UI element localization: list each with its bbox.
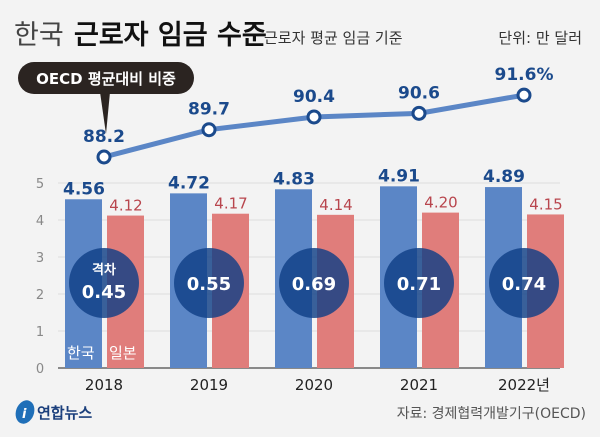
gap-circle xyxy=(174,248,244,318)
gap-value: 0.45 xyxy=(82,282,126,303)
x-tick-label: 2019 xyxy=(190,376,228,394)
bar-label-korea: 4.83 xyxy=(273,169,315,189)
bar-label-korea: 4.89 xyxy=(483,167,525,187)
bar-label-japan: 4.17 xyxy=(214,195,247,213)
bar-label-korea: 4.72 xyxy=(168,173,210,193)
line-label: 90.4 xyxy=(293,87,335,107)
x-tick-label: 2018 xyxy=(85,376,123,394)
gap-circle xyxy=(384,248,454,318)
bar-label-korea: 4.56 xyxy=(63,179,105,199)
y-tick-label: 4 xyxy=(36,214,44,229)
bar-label-japan: 4.12 xyxy=(109,197,142,215)
legend-korea: 한국 xyxy=(67,344,95,362)
callout-text: OECD 평균대비 비중 xyxy=(36,70,176,88)
gap-title: 격차 xyxy=(92,262,116,278)
source-text: 자료: 경제협력개발기구(OECD) xyxy=(397,406,586,422)
y-tick-label: 1 xyxy=(36,325,44,340)
line-label: 89.7 xyxy=(188,100,230,120)
y-tick-label: 3 xyxy=(36,251,44,266)
line-point xyxy=(96,149,112,165)
line-point xyxy=(306,109,322,125)
callout: OECD 평균대비 비중 xyxy=(18,62,194,134)
x-tick-label: 2022년 xyxy=(498,376,550,394)
legend-japan: 일본 xyxy=(109,344,137,362)
y-tick-label: 0 xyxy=(36,362,44,377)
line-label: 90.6 xyxy=(398,83,440,103)
subtitle: 근로자 평균 임금 기준 xyxy=(264,29,403,47)
line-point xyxy=(516,87,532,103)
gap-circle xyxy=(279,248,349,318)
y-tick-label: 2 xyxy=(36,288,44,303)
title-bold: 근로자 임금 수준 xyxy=(74,20,267,51)
gap-circle xyxy=(69,248,139,318)
x-tick-label: 2021 xyxy=(400,376,438,394)
gap-value: 0.71 xyxy=(397,274,441,295)
title-light: 한국 xyxy=(14,20,64,51)
gap-circle xyxy=(489,248,559,318)
logo-text: 연합뉴스 xyxy=(37,404,92,422)
svg-text:i: i xyxy=(22,407,27,422)
bar-label-korea: 4.91 xyxy=(378,166,420,186)
yonhap-logo: i 연합뉴스 xyxy=(15,400,92,424)
bar-label-japan: 4.14 xyxy=(319,196,352,214)
line-point xyxy=(201,122,217,138)
line-label: 88.2 xyxy=(83,127,125,147)
x-tick-label: 2020 xyxy=(295,376,333,394)
gap-value: 0.55 xyxy=(187,274,231,295)
bar-label-japan: 4.15 xyxy=(529,195,562,213)
line-label: 91.6% xyxy=(495,65,554,85)
y-tick-label: 5 xyxy=(36,177,44,192)
gap-value: 0.69 xyxy=(292,274,336,295)
unit-label: 단위: 만 달러 xyxy=(498,29,582,47)
gap-value: 0.74 xyxy=(502,274,546,295)
line-point xyxy=(411,105,427,121)
bar-label-japan: 4.20 xyxy=(424,194,457,212)
